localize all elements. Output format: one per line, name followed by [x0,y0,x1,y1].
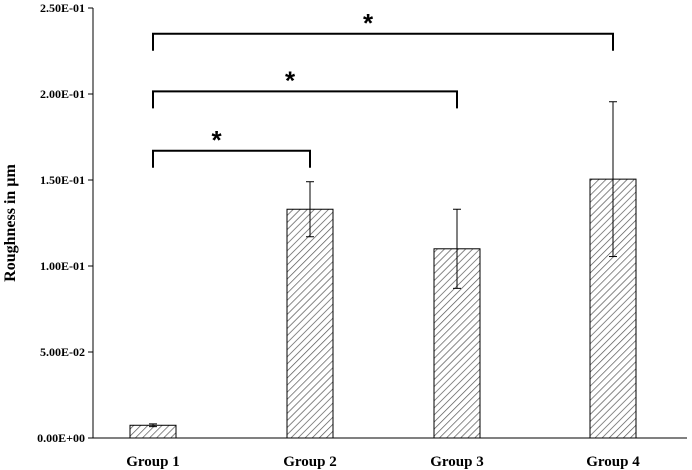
significance-star: * [211,125,222,155]
significance-bracket [152,90,458,109]
bars-group [129,178,637,439]
y-tick-label: 2.50E-01 [40,1,85,15]
x-category-label: Group 3 [430,454,484,470]
y-tick-label: 5.00E-02 [40,345,85,359]
significance-star: * [285,65,296,95]
error-bars-group [149,101,617,428]
y-tick-label: 1.00E-01 [40,259,85,273]
y-axis-title: Roughness in µm [2,163,19,281]
bar [286,208,334,439]
significance-brackets: * * * [152,8,614,168]
significance-bracket [152,149,311,168]
y-tick-label: 1.50E-01 [40,173,85,187]
x-category-label: Group 1 [126,454,180,470]
x-axis-categories: Group 1 Group 2 Group 3 Group 4 [126,454,640,470]
bar [129,424,177,439]
significance-bracket [152,32,614,51]
y-axis-title-group: Roughness in µm [2,163,19,281]
y-tick-label: 0.00E+00 [37,431,85,445]
y-tick-label: 2.00E-01 [40,87,85,101]
significance-star: * [363,8,374,38]
x-category-label: Group 2 [283,454,337,470]
y-axis-ticks: 0.00E+00 5.00E-02 1.00E-01 1.50E-01 2.00E-01… [37,1,93,445]
x-category-label: Group 4 [586,454,640,470]
